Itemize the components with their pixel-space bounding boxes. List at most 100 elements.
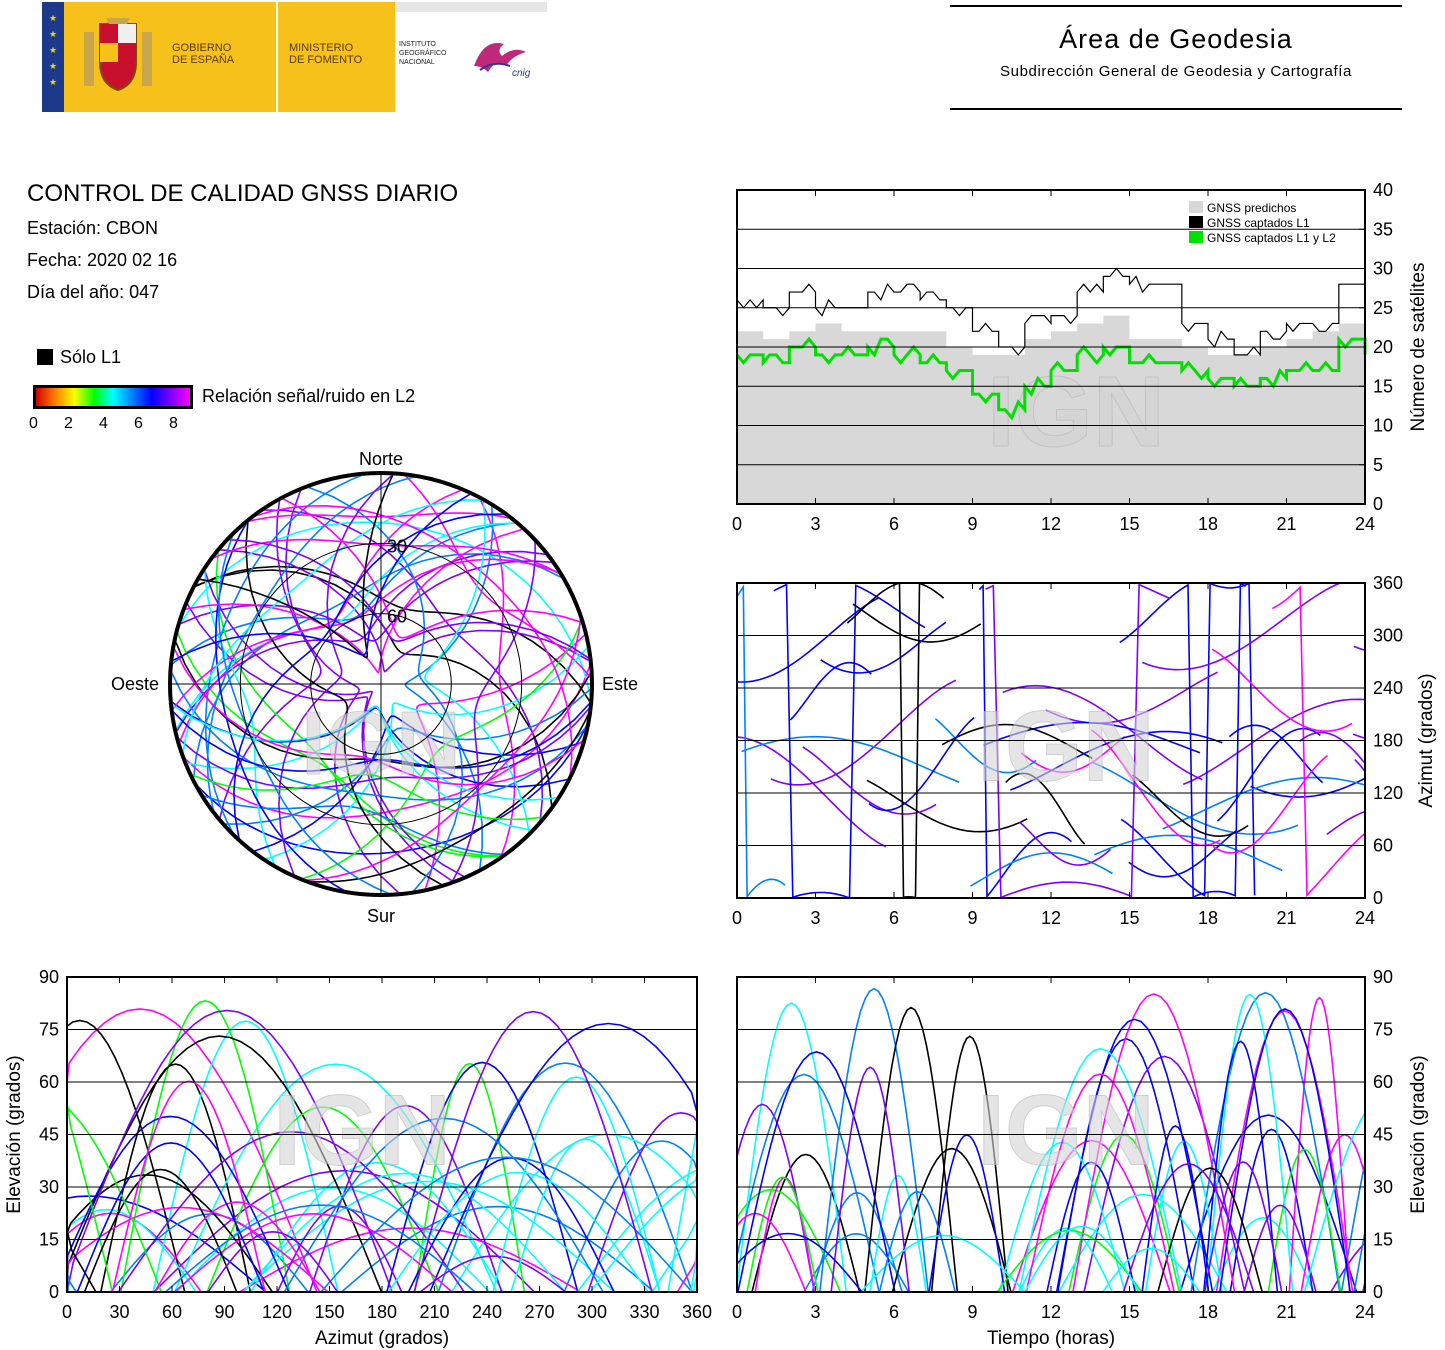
satellite-track [203, 568, 277, 868]
satellite-track [404, 504, 494, 871]
x-tick-label: 21 [1276, 514, 1296, 534]
satellite-track [891, 1147, 1012, 1292]
satellite-track [868, 717, 975, 812]
west-label: Oeste [111, 674, 159, 694]
satellite-track [819, 987, 929, 1292]
satellite-track [1055, 1018, 1214, 1292]
satellite-track [1228, 724, 1324, 784]
y-tick-label: 180 [1373, 731, 1403, 751]
satellite-track [76, 1142, 265, 1292]
satellite-track [152, 1020, 339, 1292]
flag-strip [42, 2, 64, 112]
y-axis-label: Elevación (grados) [4, 1055, 25, 1213]
satellite-track [67, 1019, 186, 1292]
satellite-track [1018, 1047, 1183, 1292]
satellite-track [176, 705, 590, 790]
satellite-track [67, 1009, 393, 1292]
y-tick-label: 20 [1373, 337, 1393, 357]
satellite-track [1132, 774, 1249, 838]
report-title: CONTROL DE CALIDAD GNSS DIARIO [27, 180, 459, 207]
satellite-track [83, 1168, 238, 1292]
station-label: Estación: CBON [27, 218, 159, 238]
satellite-track [1267, 1148, 1342, 1292]
plot-elevation-time: IGN 0 15 30 45 60 75 90 0 3 6 9 12 15 18 21 24 Elevación … [732, 967, 1429, 1349]
satellite-track [153, 1169, 535, 1292]
satellite-track [223, 687, 590, 825]
ign-watermark: IGN [987, 356, 1165, 468]
satellite-track [419, 1255, 567, 1292]
ign-watermark: IGN [977, 691, 1155, 803]
y-tick-label: 15 [1373, 376, 1393, 396]
y-tick-label: 75 [1373, 1020, 1393, 1040]
satellite-track [1250, 777, 1365, 798]
min-line-1: MINISTERIO [289, 42, 354, 54]
satellite-track [67, 1208, 197, 1292]
satellite-track [978, 583, 1072, 898]
satellite-track [178, 560, 554, 642]
ign-line-3: NACIONAL [399, 59, 435, 66]
y-tick-label: 45 [1373, 1125, 1393, 1145]
satellite-track [207, 1230, 339, 1292]
legend-label: GNSS captados L1 y L2 [1207, 231, 1336, 245]
satellite-track [1299, 731, 1365, 765]
satellite-track [281, 497, 584, 639]
y-axis-label: Número de satélites [1408, 263, 1429, 432]
x-tick-label: 210 [419, 1302, 449, 1322]
y-tick-label: 35 [1373, 219, 1393, 239]
satellite-track [218, 498, 322, 820]
y-tick-label: 120 [1373, 783, 1403, 803]
x-tick-label: 30 [109, 1302, 129, 1322]
x-axis-label: Tiempo (horas) [987, 1328, 1115, 1349]
satellite-track [210, 538, 562, 576]
y-tick-label: 5 [1373, 455, 1383, 475]
x-tick-label: 300 [577, 1302, 607, 1322]
satellite-track [172, 703, 559, 801]
satellite-track [1018, 1227, 1114, 1292]
satellite-track [1271, 585, 1365, 898]
north-label: Norte [359, 449, 403, 469]
satellite-track [737, 1002, 847, 1292]
cnig-text: cnig [512, 68, 531, 79]
satellite-track [429, 1022, 697, 1292]
satellite-track [403, 475, 590, 680]
x-tick-label: 150 [314, 1302, 344, 1322]
satellite-track [67, 1097, 163, 1292]
satellite-track [1119, 583, 1247, 898]
satellite-track [737, 1051, 896, 1292]
satellite-track [233, 513, 507, 841]
x-tick-label: 60 [162, 1302, 182, 1322]
legend-swatch [1189, 231, 1203, 243]
y-tick-label: 25 [1373, 298, 1393, 318]
satellite-track [802, 746, 937, 815]
satellite-track [1182, 698, 1365, 786]
x-tick-label: 3 [810, 908, 820, 928]
y-tick-label: 60 [39, 1072, 59, 1092]
y-tick-label: 360 [1373, 573, 1403, 593]
satellite-track [306, 485, 464, 893]
x-tick-label: 15 [1119, 1302, 1139, 1322]
x-tick-label: 15 [1119, 514, 1139, 534]
x-tick-label: 24 [1355, 514, 1375, 534]
satellite-track [563, 1140, 697, 1292]
area-title: Área de Geodesia [1059, 24, 1293, 54]
colorbar-tick: 8 [169, 415, 178, 432]
ign-logo [395, 2, 547, 112]
satellite-tracks [737, 987, 1365, 1292]
plot-border [736, 189, 1366, 505]
satellite-track [303, 616, 582, 882]
area-subtitle: Subdirección General de Geodesia y Carto… [1000, 63, 1352, 80]
satellite-track [866, 779, 1028, 833]
satellite-track [252, 715, 585, 853]
y-axis-label: Azimut (grados) [1416, 673, 1437, 807]
date-label: Fecha: 2020 02 16 [27, 250, 178, 270]
satellite-tracks [67, 999, 697, 1292]
stars-icon: ★ ★ ★ ★ ★ [48, 13, 58, 87]
plot-satellite-count: IGN 0 5 10 15 20 25 30 35 40 0 3 6 9 12 15 18 21 24 Número … [732, 180, 1429, 534]
satellite-track [320, 1156, 693, 1292]
y-tick-label: 60 [1373, 1072, 1393, 1092]
satellite-track [1142, 583, 1341, 671]
y-tick-label: 300 [1373, 626, 1403, 646]
x-tick-label: 270 [524, 1302, 554, 1322]
